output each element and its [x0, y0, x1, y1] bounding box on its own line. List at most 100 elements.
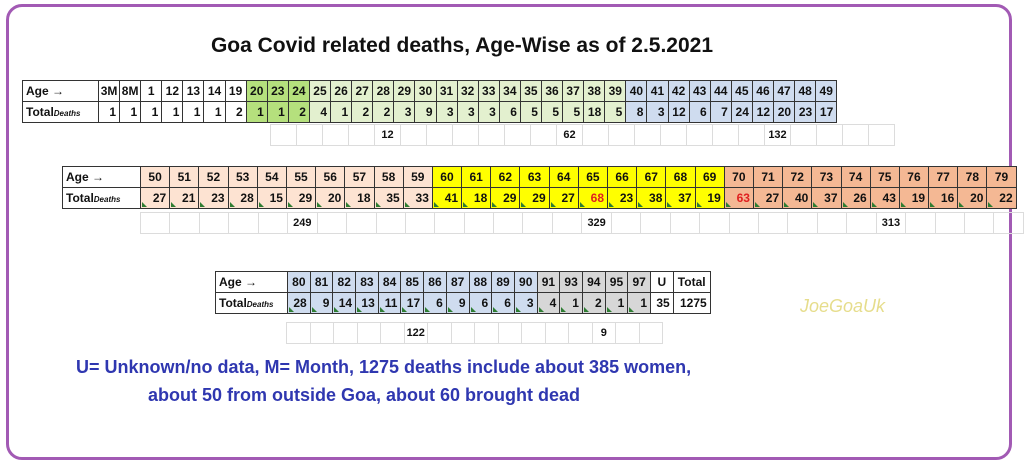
note-line-2: about 50 from outside Goa, about 60 brou…	[148, 385, 581, 405]
page-title: Goa Covid related deaths, Age-Wise as of…	[210, 34, 714, 57]
subtotal-cell	[316, 212, 348, 234]
age-table-1: Age → 3M 8M 1 12 13 14 19 20 23 24 25 26 27 28 29 30 31 32…	[22, 80, 838, 123]
age-cell: 53	[227, 166, 258, 188]
death-count-cell: 3	[435, 101, 458, 123]
death-count-cell: 1	[161, 101, 184, 123]
death-count-cell: 38	[636, 187, 667, 209]
death-count-cell: 12	[667, 101, 690, 123]
subtotal-cell	[198, 212, 230, 234]
subtotal-cell	[400, 124, 427, 146]
age-cell: 42	[667, 80, 690, 102]
deaths-word: Deaths	[93, 195, 121, 204]
subtotal-cell	[568, 322, 593, 344]
age-cell: 85	[400, 271, 425, 293]
death-count-cell: 6	[423, 292, 447, 314]
age-cell: 57	[344, 166, 375, 188]
age-cell: 27	[351, 80, 374, 102]
age-cell: 19	[224, 80, 247, 102]
age-cell: 83	[355, 271, 379, 293]
subtotal-cell	[699, 212, 730, 234]
death-count-cell: 27	[548, 187, 579, 209]
death-count-cell: 1	[97, 101, 121, 123]
death-count-cell: 24	[730, 101, 753, 123]
death-count-cell: 2	[351, 101, 374, 123]
death-count-cell: 28	[227, 187, 258, 209]
subtotal-cell	[404, 212, 436, 234]
age-cell: 12	[161, 80, 184, 102]
watermark: JoeGoaUk	[800, 296, 886, 316]
death-count-cell: 8	[625, 101, 648, 123]
age-cell: 39	[604, 80, 627, 102]
death-count-cell: 1	[604, 292, 629, 314]
death-count-cell: 1275	[672, 292, 711, 314]
age-cell: 24	[287, 80, 310, 102]
death-count-cell: 29	[285, 187, 317, 209]
death-count-cell: 4	[536, 292, 561, 314]
age-row: Age → 3M 8M 1 12 13 14 19 20 23 24 25 26 27 28 29 30 31 32…	[22, 80, 838, 102]
age-cell: 90	[513, 271, 538, 293]
death-count-cell: 2	[287, 101, 310, 123]
age-cell: 29	[393, 80, 416, 102]
arrow-icon: →	[92, 170, 105, 184]
subtotal-cell	[686, 124, 713, 146]
death-count-cell: 9	[445, 292, 470, 314]
subtotal-cell	[842, 124, 869, 146]
death-count-cell: 23	[198, 187, 229, 209]
age-table-3: Age → 80 81 82 83 84 85 86 87 88 89 90 91 93 94 95 97 U To…	[215, 271, 711, 314]
age-cell: 69	[694, 166, 725, 188]
death-count-cell: 20	[957, 187, 988, 209]
subtotal-cell: 122	[403, 322, 428, 344]
death-count-cell: 6	[491, 292, 515, 314]
death-count-cell: 1	[119, 101, 142, 123]
subtotal-row-1: 12 62 132	[270, 124, 895, 146]
age-cell: 14	[203, 80, 226, 102]
death-count-cell: 29	[490, 187, 521, 209]
death-count-cell: 1	[627, 292, 651, 314]
age-cell: 26	[330, 80, 353, 102]
age-cell: 1	[140, 80, 163, 102]
age-cell: 87	[445, 271, 470, 293]
death-count-cell: 17	[815, 101, 838, 123]
age-cell: 45	[730, 80, 753, 102]
subtotal-cell	[427, 322, 452, 344]
death-count-cell: 6	[468, 292, 493, 314]
age-row: Age → 50 51 52 53 54 55 56 57 58 59 60 61 62 63 64 65 66 6…	[62, 166, 1017, 188]
subtotal-cell	[504, 124, 531, 146]
death-count-cell: 9	[414, 101, 437, 123]
age-cell: U	[650, 271, 674, 293]
subtotal-cell	[610, 212, 642, 234]
subtotal-cell	[551, 212, 583, 234]
subtotal-cell: 9	[591, 322, 616, 344]
age-cell: 70	[723, 166, 754, 188]
subtotal-cell	[787, 212, 818, 234]
death-count-cell: 33	[402, 187, 433, 209]
age-cell: 82	[332, 271, 357, 293]
deaths-row-label: TotalDeaths	[22, 101, 99, 123]
deaths-row-label: TotalDeaths	[62, 187, 141, 209]
age-cell: 41	[646, 80, 669, 102]
subtotal-cell	[322, 124, 349, 146]
age-cell: 72	[782, 166, 813, 188]
subtotal-cell	[228, 212, 259, 234]
age-cell: 79	[986, 166, 1017, 188]
subtotal-cell	[757, 212, 789, 234]
death-count-cell: 11	[377, 292, 402, 314]
age-cell: 75	[869, 166, 900, 188]
death-count-cell: 16	[928, 187, 959, 209]
death-count-cell: 19	[898, 187, 930, 209]
age-cell: 62	[490, 166, 521, 188]
age-cell: 51	[169, 166, 200, 188]
subtotal-cell	[868, 124, 895, 146]
death-count-cell: 9	[309, 292, 334, 314]
subtotal-cell	[964, 212, 995, 234]
death-count-cell: 20	[315, 187, 346, 209]
death-count-cell: 5	[562, 101, 585, 123]
subtotal-row: 249 329 313	[139, 212, 1024, 234]
death-count-cell: 17	[400, 292, 425, 314]
age-cell: 55	[285, 166, 317, 188]
death-count-cell: 43	[869, 187, 900, 209]
subtotal-cell	[640, 212, 671, 234]
death-count-cell: 35	[373, 187, 404, 209]
age-cell: 47	[772, 80, 796, 102]
subtotal-cell	[544, 322, 569, 344]
